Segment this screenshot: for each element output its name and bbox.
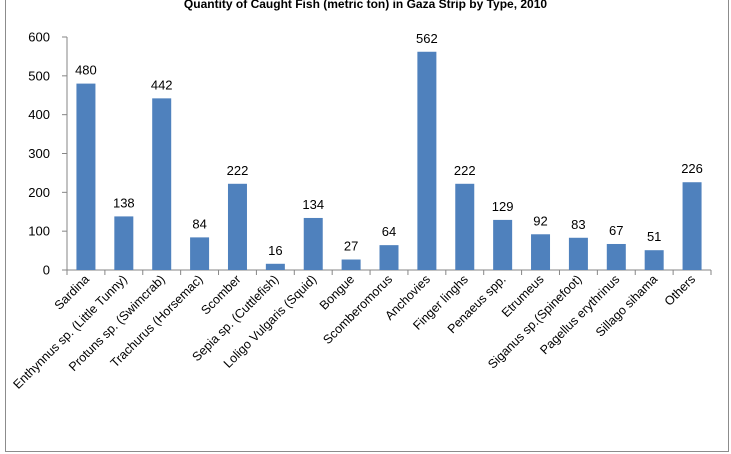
data-label: 27 <box>344 239 358 254</box>
data-label: 222 <box>454 163 476 178</box>
bar <box>379 245 399 270</box>
data-label: 67 <box>609 223 623 238</box>
y-axis-ticks: 0 100 200 300 400 500 600 <box>28 30 712 278</box>
data-label: 16 <box>268 243 282 258</box>
data-label: 134 <box>302 197 324 212</box>
chart-title: Quantity of Caught Fish (metric ton) in … <box>183 0 548 11</box>
bar <box>417 51 437 270</box>
data-label: 138 <box>113 195 135 210</box>
y-tick-label: 300 <box>28 146 50 161</box>
bar <box>531 234 551 270</box>
data-label: 129 <box>492 199 514 214</box>
bar <box>341 259 361 270</box>
bar <box>76 83 96 270</box>
y-tick-label: 0 <box>43 263 50 278</box>
data-label: 222 <box>227 163 249 178</box>
data-label: 562 <box>416 31 438 46</box>
y-tick-label: 400 <box>28 107 50 122</box>
bar <box>227 183 247 270</box>
bar <box>114 216 134 270</box>
data-label: 51 <box>647 229 661 244</box>
data-label: 83 <box>571 217 585 232</box>
bar <box>493 219 513 270</box>
bar <box>644 250 664 270</box>
data-labels: 480 138 442 84 222 16 134 27 64 562 222 129 92 83 67 51… <box>75 31 703 258</box>
data-label: 226 <box>681 161 703 176</box>
bar <box>190 237 210 270</box>
x-category-label: Scomberomorus <box>320 272 395 347</box>
y-tick-label: 200 <box>28 185 50 200</box>
data-label: 442 <box>151 77 173 92</box>
data-label: 84 <box>192 216 206 231</box>
bar <box>265 263 285 270</box>
data-label: 64 <box>382 224 396 239</box>
x-category-label: Others <box>662 272 698 308</box>
bar <box>303 217 323 270</box>
bar <box>606 243 626 270</box>
data-label: 92 <box>533 213 547 228</box>
bar <box>682 182 702 270</box>
bars <box>76 51 702 271</box>
bar <box>455 183 475 270</box>
y-tick-label: 100 <box>28 224 50 239</box>
data-label: 480 <box>75 63 97 78</box>
bar <box>152 98 172 271</box>
y-tick-label: 500 <box>28 68 50 83</box>
y-tick-label: 600 <box>28 30 50 45</box>
bar <box>568 237 588 270</box>
